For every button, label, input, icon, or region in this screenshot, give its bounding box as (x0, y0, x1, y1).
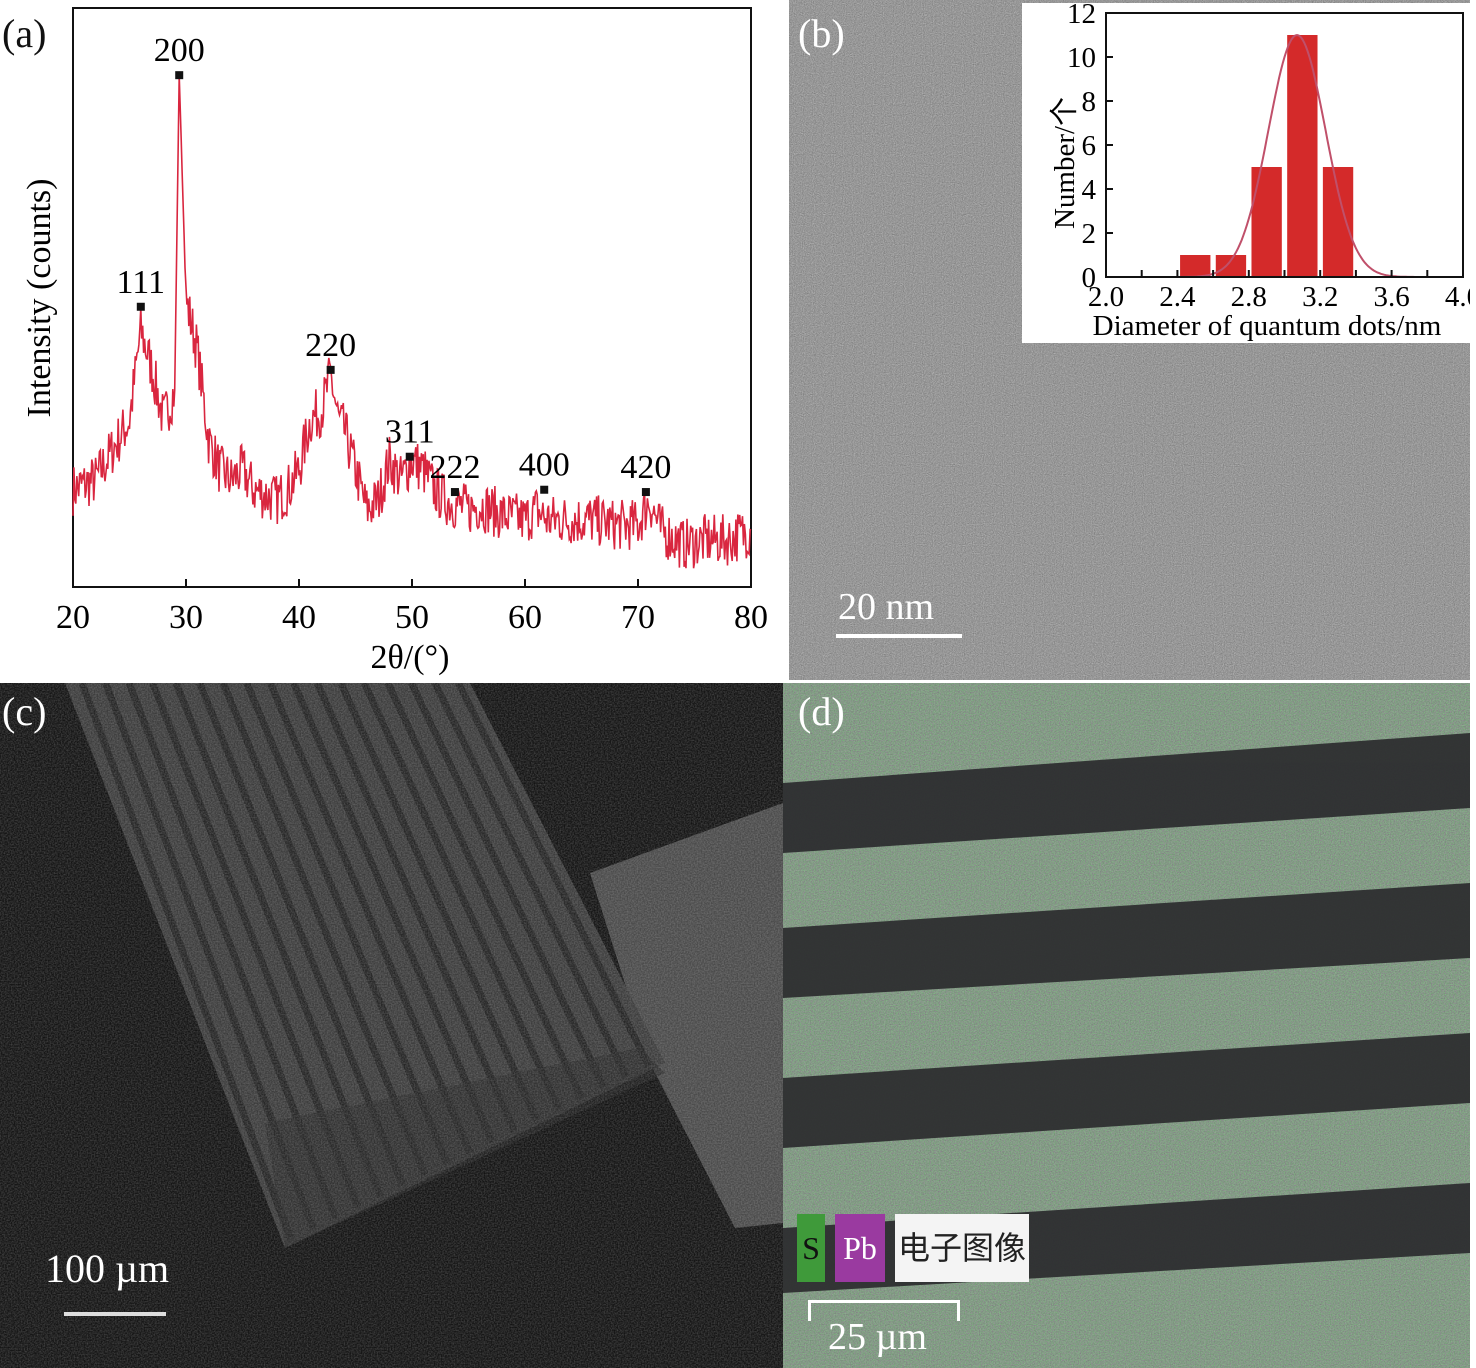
peak-marker (175, 71, 184, 80)
legend-s[interactable]: S (797, 1214, 825, 1282)
x-tick-label: 40 (282, 599, 316, 636)
scale-bar-label-d: 25 µm (828, 1316, 927, 1358)
peak-marker (326, 365, 335, 374)
legend-pb[interactable]: Pb (835, 1214, 885, 1282)
gaussian-fit-curve (1177, 33, 1419, 278)
panel-label-b: (b) (798, 11, 845, 56)
sem-image (0, 683, 783, 1368)
x-tick-label: 80 (734, 599, 768, 636)
inset-x-tick-label: 2.4 (1159, 281, 1196, 313)
y-axis-label: Intensity (counts) (21, 179, 58, 418)
x-tick-label: 70 (621, 599, 655, 636)
peak-marker (641, 488, 650, 497)
inset-y-tick-label: 0 (1082, 262, 1097, 294)
x-tick-label: 20 (56, 599, 90, 636)
x-axis-label: 2θ/(°) (371, 639, 450, 676)
peak-marker (405, 452, 414, 461)
inset-x-label: Diameter of quantum dots/nm (1093, 310, 1442, 342)
peak-marker (136, 302, 145, 311)
inset-y-tick-label: 2 (1082, 218, 1097, 250)
histogram-bar (1251, 167, 1282, 277)
x-tick-label: 50 (395, 599, 429, 636)
peak-label: 220 (305, 327, 356, 364)
legend-electron-image[interactable]: 电子图像 (895, 1214, 1029, 1282)
size-histogram: 2.0 2.4 2.8 3.2 3.6 4.0 0 2 4 6 8 10 12 Diameter of … (1022, 3, 1470, 343)
inset-x-tick-label: 3.6 (1373, 281, 1409, 313)
panel-label-d: (d) (798, 689, 845, 734)
x-tick-label: 60 (508, 599, 542, 636)
inset-frame (1105, 12, 1464, 278)
peak-label: 420 (620, 449, 671, 486)
scale-bar-label-b: 20 nm (838, 586, 935, 628)
inset-y-tick-label: 4 (1082, 174, 1097, 206)
histogram-bar (1287, 35, 1318, 277)
peak-marker (450, 488, 459, 497)
panel-label-c: (c) (2, 689, 47, 734)
xrd-series-line (72, 75, 752, 569)
peak-marker (540, 485, 549, 494)
scale-bar-b (836, 634, 962, 638)
peak-label: 222 (429, 449, 480, 486)
peak-label: 400 (519, 447, 570, 484)
inset-x-tick-label: 2.0 (1088, 281, 1124, 313)
scale-bar-label-c: 100 µm (45, 1246, 170, 1291)
scale-bar-d (808, 1300, 960, 1321)
histogram-bar (1180, 255, 1211, 277)
inset-x-tick-label: 2.8 (1231, 281, 1267, 313)
plot-frame (72, 7, 752, 588)
histogram-bar (1322, 167, 1354, 277)
inset-y-label: Number/个 (1049, 97, 1081, 229)
panel-label-a: (a) (2, 11, 47, 56)
inset-x-tick-label: 3.2 (1302, 281, 1338, 313)
peak-label: 111 (117, 264, 165, 301)
element-legend: S Pb 电子图像 (797, 1214, 1029, 1282)
inset-y-tick-label: 8 (1082, 86, 1097, 118)
inset-x-tick-label: 4.0 (1445, 281, 1470, 313)
peak-label: 200 (154, 32, 205, 69)
scale-bar-c (64, 1312, 166, 1316)
inset-y-tick-label: 10 (1067, 42, 1096, 74)
histogram-bar (1215, 255, 1247, 277)
x-tick-label: 30 (169, 599, 203, 636)
peak-label: 311 (385, 414, 435, 451)
inset-y-tick-label: 12 (1067, 3, 1096, 30)
inset-y-tick-label: 6 (1082, 130, 1097, 162)
eds-map-image (783, 683, 1470, 1368)
